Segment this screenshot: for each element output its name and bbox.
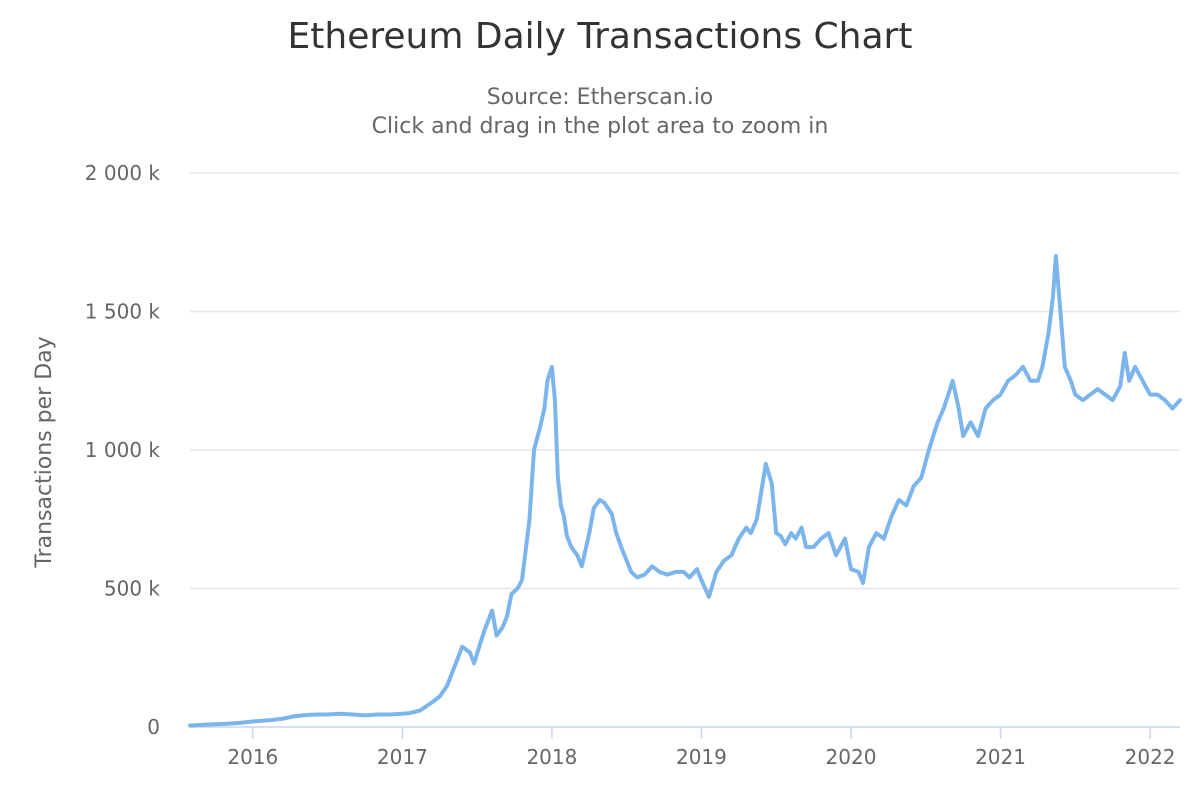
x-axis: 2016 2017 2018 2019 2020 2021 2022 bbox=[190, 726, 1180, 769]
y-tick-label: 1 500 k bbox=[85, 300, 161, 324]
x-tick-label: 2019 bbox=[676, 745, 727, 769]
x-tick-label: 2018 bbox=[526, 745, 577, 769]
y-tick-label: 1 000 k bbox=[85, 438, 161, 462]
x-tick-label: 2021 bbox=[975, 745, 1026, 769]
series-group[interactable] bbox=[188, 254, 1182, 728]
x-tick-label: 2022 bbox=[1125, 745, 1176, 769]
x-tick-label: 2020 bbox=[826, 745, 877, 769]
y-tick-label: 0 bbox=[147, 715, 160, 739]
x-tick-label: 2016 bbox=[227, 745, 278, 769]
y-gridlines bbox=[190, 172, 1180, 590]
series-line[interactable] bbox=[188, 254, 1182, 728]
y-axis-title: Transactions per Day bbox=[32, 336, 57, 568]
chart-title: Ethereum Daily Transactions Chart bbox=[288, 16, 913, 57]
chart-subtitle-zoom-hint: Click and drag in the plot area to zoom … bbox=[372, 114, 829, 139]
chart-subtitle-source: Source: Etherscan.io bbox=[487, 85, 714, 110]
y-tick-label: 2 000 k bbox=[85, 161, 161, 185]
y-tick-label: 500 k bbox=[104, 577, 161, 601]
x-tick-label: 2017 bbox=[377, 745, 428, 769]
y-axis-labels: 0 500 k 1 000 k 1 500 k 2 000 k bbox=[85, 161, 161, 739]
